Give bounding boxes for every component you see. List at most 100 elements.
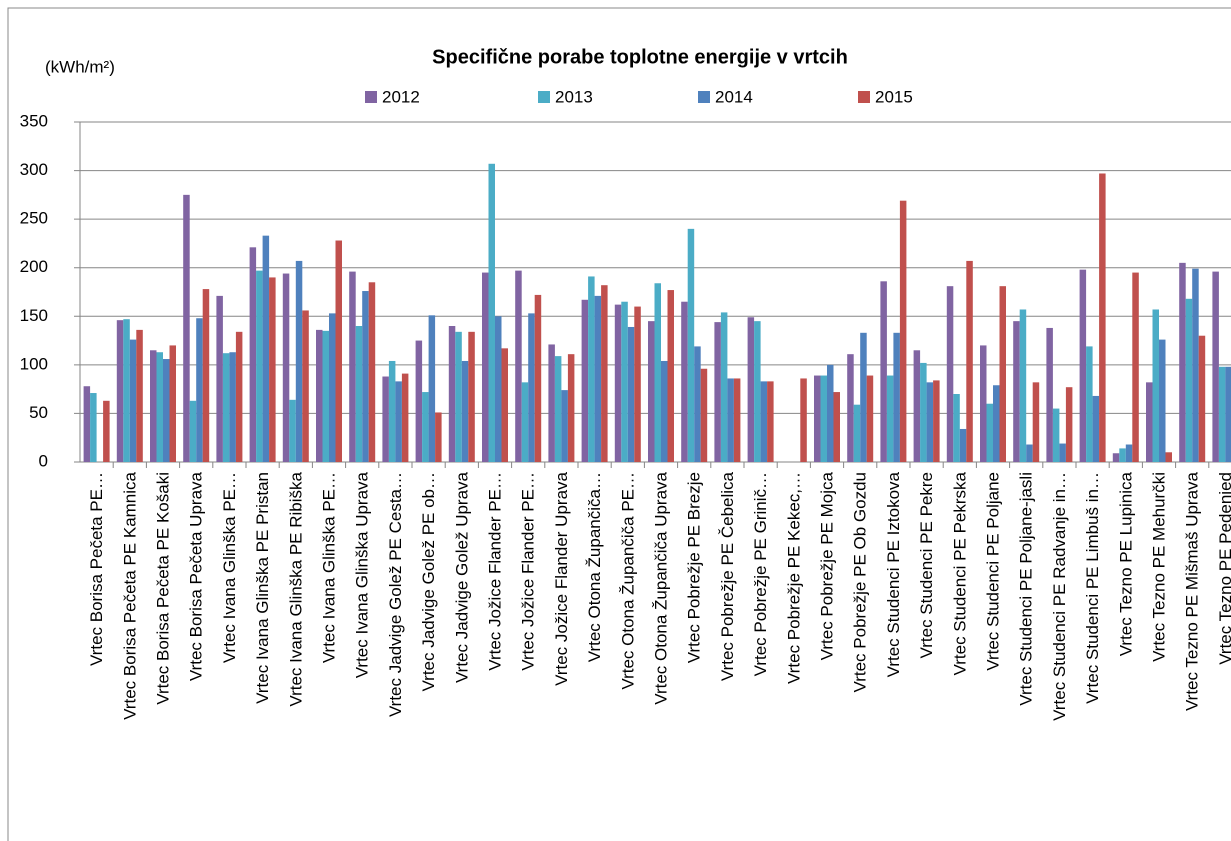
x-tick-label: Vrtec Otona Župančiča PE…: [618, 472, 637, 690]
bar: [594, 295, 602, 462]
bar: [189, 400, 197, 462]
bar: [999, 286, 1006, 462]
x-tick-label: Vrtec Ivana Glinška PE Pristan: [253, 472, 272, 704]
bar: [90, 393, 97, 462]
bar: [329, 313, 336, 462]
bar: [654, 283, 661, 462]
bar: [714, 322, 721, 462]
bar: [720, 312, 728, 462]
bar: [282, 273, 290, 462]
bar: [1052, 408, 1060, 462]
x-tick-label: Vrtec Borisa Pečeta PE Košaki: [153, 472, 172, 705]
x-tick-label: Vrtec Otona Župančiča Uprava: [651, 471, 670, 704]
bar: [289, 399, 296, 462]
bar: [959, 428, 967, 462]
bar: [588, 276, 595, 462]
bar: [1059, 443, 1066, 462]
x-tick-label: Vrtec Jožice Flander PE…: [485, 472, 504, 671]
bar: [435, 412, 442, 462]
bar: [1212, 271, 1219, 462]
bar: [415, 340, 423, 462]
bar: [216, 295, 223, 462]
bar: [335, 240, 342, 462]
x-tick-label: Vrtec Pobrežje PE Ob Gozdu: [851, 472, 870, 692]
bar: [1086, 346, 1093, 462]
bar: [899, 200, 907, 462]
y-axis-label: (kWh/m²): [45, 57, 115, 76]
bar: [269, 277, 276, 462]
bar: [727, 378, 734, 462]
x-tick-label: Vrtec Pobrežje PE Brezje: [685, 472, 704, 663]
bar: [1019, 309, 1027, 462]
y-tick-label: 200: [20, 257, 48, 276]
x-tick-label: Vrtec Jožice Flander Uprava: [552, 471, 571, 685]
x-tick-label: Vrtec Ivana Glinška PE Ribiška: [286, 471, 305, 706]
x-tick-label: Vrtec Studenci PE Poljane-jasli: [1017, 472, 1036, 706]
bar: [495, 316, 502, 462]
y-tick-label: 350: [20, 111, 48, 130]
bar: [700, 368, 708, 462]
bar: [156, 352, 163, 462]
bar: [83, 386, 91, 462]
bar: [614, 304, 622, 462]
legend-swatch: [365, 91, 377, 103]
bar: [554, 356, 562, 462]
x-tick-label: Vrtec Tezno PE Pedenjed: [1216, 472, 1231, 665]
bar: [1125, 444, 1133, 462]
bar: [847, 354, 854, 462]
x-tick-label: Vrtec Pobrežje PE Grinič…: [751, 472, 770, 676]
legend-label: 2013: [555, 87, 593, 106]
legend-swatch: [538, 91, 550, 103]
x-tick-label: Vrtec Tezno PE Mehurčki: [1149, 472, 1168, 662]
bar: [933, 380, 940, 462]
x-tick-label: Vrtec Tezno PE Lupinica: [1116, 471, 1135, 656]
bar: [1046, 327, 1053, 462]
bar: [814, 375, 821, 462]
x-tick-label: Vrtec Borisa Pečeta PE Kamnica: [120, 471, 139, 719]
bar: [316, 329, 323, 462]
bar: [395, 381, 402, 462]
legend-label: 2015: [875, 87, 913, 106]
bar: [222, 353, 230, 462]
bar: [1132, 272, 1139, 462]
bar: [515, 270, 522, 462]
bar: [150, 350, 157, 462]
bar: [1119, 448, 1126, 462]
legend-swatch: [698, 91, 710, 103]
bar: [1152, 309, 1159, 462]
bar: [667, 290, 674, 462]
bar: [322, 330, 329, 462]
bar: [561, 390, 568, 462]
bar: [196, 318, 203, 462]
bar: [747, 317, 755, 462]
bar: [482, 272, 489, 462]
bar: [229, 352, 236, 462]
bar: [382, 376, 389, 462]
bar: [827, 364, 834, 462]
bar: [368, 282, 376, 462]
bar: [1092, 395, 1100, 462]
bar: [833, 392, 840, 462]
bar: [116, 320, 124, 462]
bar: [648, 321, 655, 462]
bar: [388, 360, 396, 462]
bar: [687, 228, 695, 462]
bar: [860, 332, 867, 462]
bar: [1218, 366, 1226, 462]
bar: [661, 360, 668, 462]
x-tick-label: Vrtec Borisa Pečeta PE…: [87, 472, 106, 666]
x-tick-label: Vrtec Studenci PE Radvanje in…: [1050, 472, 1069, 721]
bar: [1026, 444, 1033, 462]
bar: [183, 194, 190, 462]
bar: [920, 362, 927, 462]
y-tick-label: 250: [20, 209, 48, 228]
bar: [256, 270, 263, 462]
x-tick-label: Vrtec Jadvige Golež Uprava: [452, 471, 471, 683]
bar: [694, 346, 701, 462]
bar: [820, 375, 827, 462]
bar: [853, 404, 861, 462]
bar: [581, 299, 589, 462]
bar: [262, 235, 270, 462]
bar: [1192, 268, 1199, 462]
bar: [893, 332, 900, 462]
